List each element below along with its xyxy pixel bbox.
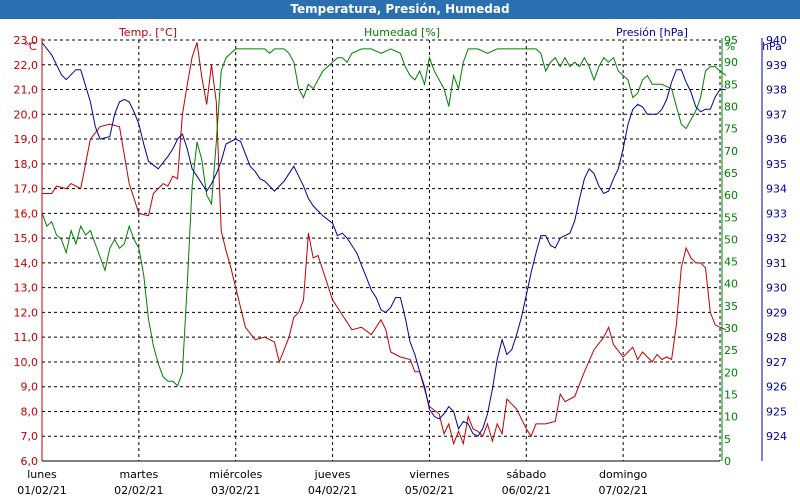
hum-tick-label: 25 <box>724 344 738 357</box>
temp-tick-label: 17,0 <box>14 183 39 196</box>
hum-tick-label: 45 <box>724 256 738 269</box>
hum-tick-label: 30 <box>724 322 738 335</box>
chart-title: Temperatura, Presión, Humedad <box>0 0 800 19</box>
x-tick-date: 06/02/21 <box>502 484 551 497</box>
x-tick-day: viernes <box>409 468 449 481</box>
pres-tick-label: 937 <box>766 108 787 121</box>
temp-tick-label: 8,0 <box>21 405 39 418</box>
hum-tick-label: 50 <box>724 233 738 246</box>
x-tick-day: jueves <box>314 468 351 481</box>
grid <box>41 39 721 462</box>
temp-tick-label: 22,0 <box>14 59 39 72</box>
hum-tick-label: 75 <box>724 123 738 136</box>
hum-tick-label: 85 <box>724 78 738 91</box>
temp-tick-label: 13,0 <box>14 282 39 295</box>
pres-tick-label: 926 <box>766 381 787 394</box>
pres-tick-label: 929 <box>766 306 787 319</box>
x-tick-date: 03/02/21 <box>211 484 260 497</box>
x-tick-date: 05/02/21 <box>405 484 454 497</box>
hum-tick-label: 60 <box>724 189 738 202</box>
plot-frame <box>41 38 763 462</box>
x-tick-date: 04/02/21 <box>308 484 357 497</box>
pres-tick-label: 939 <box>766 59 787 72</box>
hum-unit-label: % <box>725 40 735 53</box>
pres-tick-label: 934 <box>766 183 787 196</box>
pres-tick-label: 924 <box>766 430 787 443</box>
pres-tick-label: 933 <box>766 207 787 220</box>
x-tick-day: martes <box>119 468 158 481</box>
pres-unit-label: hPa <box>762 40 782 53</box>
temp-tick-label: 23,0 <box>14 34 39 47</box>
legend-pres: Presión [hPa] <box>616 26 688 39</box>
pres-tick-label: 925 <box>766 405 787 418</box>
hum-tick-label: 10 <box>724 411 738 424</box>
hum-tick-label: 90 <box>724 56 738 69</box>
pres-tick-label: 936 <box>766 133 787 146</box>
pres-tick-label: 932 <box>766 232 787 245</box>
axis-labels: 23,0 22,0 21,0 20,0 19,0 18,0 17,0 16,0 15,0 14,0… <box>14 26 788 497</box>
legend-temp: Temp. [°C] <box>118 26 177 39</box>
series-line-hum <box>41 48 727 387</box>
pres-tick-label: 930 <box>766 282 787 295</box>
x-tick-day: domingo <box>599 468 647 481</box>
pres-tick-label: 928 <box>766 331 787 344</box>
hum-tick-label: 5 <box>724 433 731 446</box>
pres-tick-label: 940 <box>766 34 787 47</box>
series-line-pres <box>41 42 726 437</box>
x-tick-day: miércoles <box>209 468 262 481</box>
x-tick-date: 07/02/21 <box>598 484 647 497</box>
hum-tick-label: 80 <box>724 100 738 113</box>
pres-tick-label: 927 <box>766 356 787 369</box>
pres-tick-label: 935 <box>766 158 787 171</box>
hum-tick-label: 65 <box>724 167 738 180</box>
x-tick-day: sábado <box>506 468 546 481</box>
x-tick-date: 02/02/21 <box>114 484 163 497</box>
hum-tick-label: 0 <box>724 455 731 468</box>
series-group <box>41 42 727 446</box>
temp-tick-label: 18,0 <box>14 158 39 171</box>
hum-tick-label: 55 <box>724 211 738 224</box>
hum-tick-label: 70 <box>724 145 738 158</box>
temp-tick-label: 6,0 <box>21 455 39 468</box>
temp-tick-label: 20,0 <box>14 108 39 121</box>
hum-tick-label: 40 <box>724 278 738 291</box>
hum-tick-label: 15 <box>724 389 738 402</box>
temp-tick-label: 9,0 <box>21 381 39 394</box>
temp-unit-label: °C <box>23 40 37 53</box>
temp-tick-label: 11,0 <box>14 331 39 344</box>
temp-tick-label: 15,0 <box>14 232 39 245</box>
pres-tick-label: 931 <box>766 257 787 270</box>
temp-tick-label: 14,0 <box>14 257 39 270</box>
hum-tick-label: 95 <box>724 34 738 47</box>
x-tick-date: 01/02/21 <box>17 484 66 497</box>
legend-hum: Humedad [%] <box>364 26 440 39</box>
series-line-temp <box>42 42 726 446</box>
temp-tick-label: 12,0 <box>14 306 39 319</box>
pres-tick-label: 938 <box>766 84 787 97</box>
temp-tick-label: 16,0 <box>14 207 39 220</box>
temp-tick-label: 21,0 <box>14 84 39 97</box>
x-tick-day: lunes <box>27 468 57 481</box>
temp-tick-label: 7,0 <box>21 430 39 443</box>
temp-tick-label: 19,0 <box>14 133 39 146</box>
temp-tick-label: 10,0 <box>14 356 39 369</box>
hum-tick-label: 35 <box>724 300 738 313</box>
hum-tick-label: 20 <box>724 366 738 379</box>
